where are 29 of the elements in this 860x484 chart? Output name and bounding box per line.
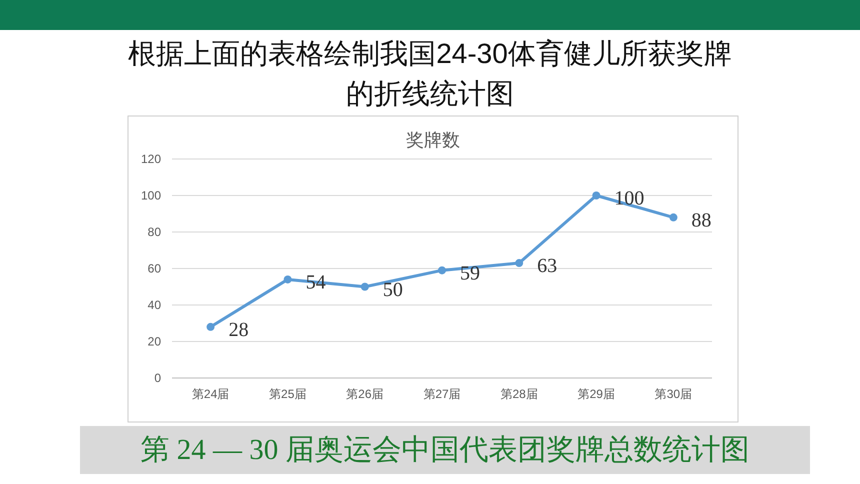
point [592, 192, 600, 200]
point [360, 282, 369, 291]
x-tick-label: 第26届 [346, 387, 384, 401]
x-tick-label: 第24届 [192, 387, 230, 401]
point [438, 266, 446, 274]
data-label: 100 [614, 188, 644, 210]
y-tick-label: 0 [154, 371, 162, 385]
y-tick-label: 100 [140, 188, 162, 202]
x-tick-label: 第25届 [269, 387, 306, 401]
point [515, 259, 524, 268]
point [206, 322, 215, 331]
x-tick-label: 第27届 [423, 387, 461, 401]
data-label: 88 [691, 209, 712, 232]
point [284, 275, 292, 284]
y-tick-label: 40 [148, 298, 162, 312]
point [669, 213, 678, 222]
chart-subtitle: 奖牌数 [406, 130, 460, 150]
x-tick-label: 第28届 [500, 387, 538, 401]
x-tick-label: 第30届 [654, 387, 692, 401]
data-label: 59 [460, 262, 480, 284]
chart-title: 根据上面的表格绘制我国24-30体育健儿所获奖牌的折线统计图 [127, 37, 733, 111]
data-label: 28 [228, 318, 249, 341]
y-tick-label: 120 [140, 152, 162, 166]
x-tick-label: 第29届 [578, 387, 615, 401]
data-label: 50 [382, 278, 403, 301]
y-tick-label: 60 [148, 262, 162, 276]
data-label: 63 [537, 255, 558, 278]
y-tick-label: 80 [148, 225, 162, 239]
y-tick-label: 20 [148, 334, 162, 348]
